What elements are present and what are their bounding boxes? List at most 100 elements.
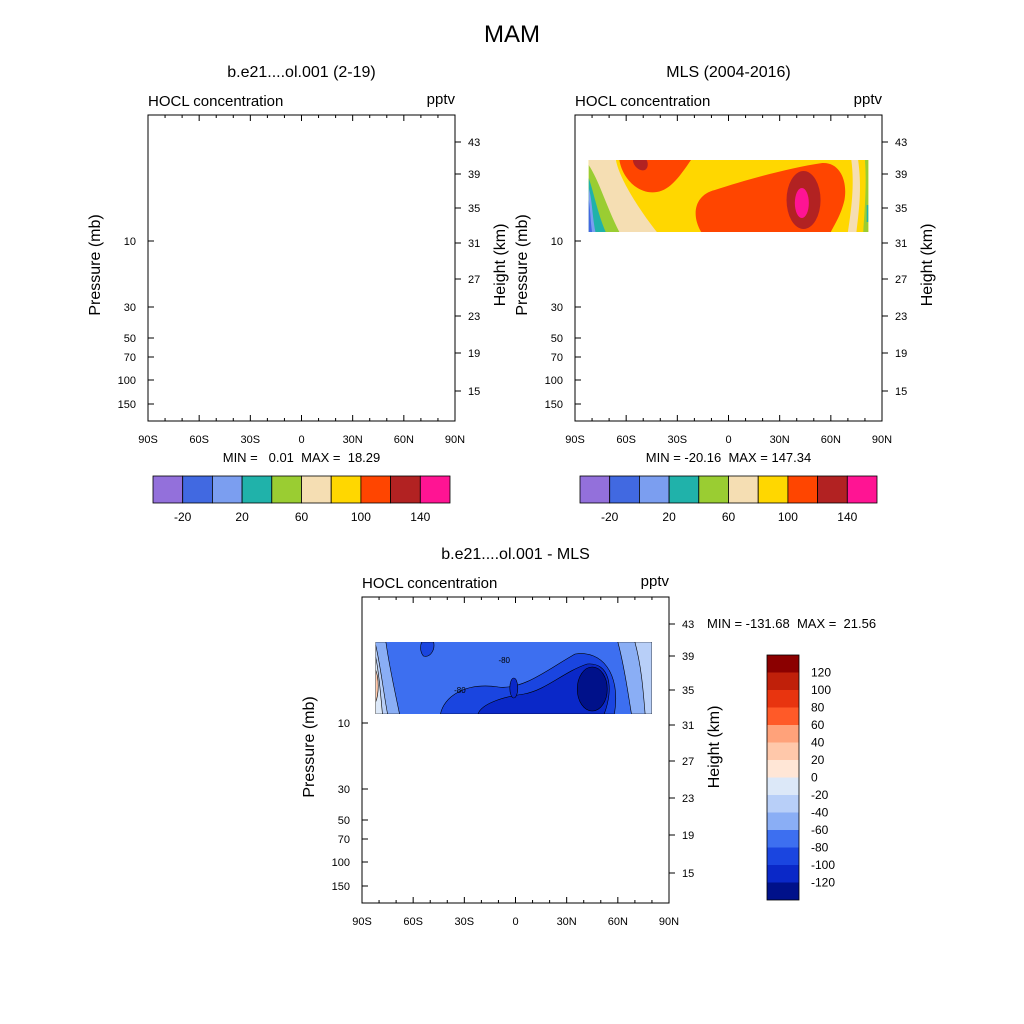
- height-tick-label: 27: [895, 274, 907, 286]
- colorbar-label: -20: [601, 510, 619, 524]
- colorbar-label: 20: [662, 510, 676, 524]
- colorbar-swatch: [152, 475, 184, 504]
- colorbar-swatch: [787, 475, 819, 504]
- pressure-tick-label: 10: [551, 236, 563, 248]
- colorbar-swatch: [639, 475, 670, 504]
- colorbar-swatch: [767, 865, 799, 883]
- height-tick-label: 43: [468, 137, 480, 149]
- height-tick-label: 19: [682, 830, 694, 842]
- pressure-tick-label: 30: [338, 784, 350, 796]
- pressure-tick-label: 50: [338, 815, 350, 827]
- contour-fill: [375, 669, 379, 703]
- colorbar-label: -80: [811, 841, 829, 855]
- contour-fill: [375, 656, 383, 714]
- contour-fill: [477, 663, 610, 714]
- height-tick-label: 35: [682, 685, 694, 697]
- x-tick-label: 30N: [557, 916, 577, 928]
- pressure-tick-label: 10: [124, 236, 136, 248]
- colorbar-label: -40: [811, 806, 829, 820]
- height-tick-label: 19: [468, 348, 480, 360]
- colorbar-swatch: [767, 830, 799, 848]
- plot-frame: [147, 114, 456, 422]
- units-label: pptv: [641, 573, 670, 590]
- colorbar-label: 80: [811, 701, 825, 715]
- pressure-tick-label: 100: [545, 375, 563, 387]
- panel-title: MLS (2004-2016): [666, 64, 791, 81]
- units-label: pptv: [854, 91, 883, 108]
- colorbar-frame: [766, 654, 800, 901]
- height-tick-label: 23: [468, 311, 480, 323]
- x-tick-label: 0: [298, 434, 304, 446]
- contour-fill: [420, 642, 435, 657]
- colorbar-label: -60: [811, 823, 829, 837]
- pressure-axis-label: Pressure (mb): [514, 214, 531, 315]
- variable-label: HOCL concentration: [575, 93, 710, 110]
- height-tick-label: 15: [682, 868, 694, 880]
- height-axis-label: Height (km): [706, 706, 723, 789]
- colorbar-swatch: [668, 475, 700, 504]
- colorbar-label: -20: [811, 788, 829, 802]
- x-tick-label: 60N: [821, 434, 841, 446]
- colorbar-label: 120: [811, 666, 831, 680]
- colorbar-label: 20: [235, 510, 249, 524]
- colorbar: -20 20 60 100 140: [152, 475, 451, 524]
- colorbar-swatch: [360, 475, 391, 504]
- x-tick-label: 0: [512, 916, 518, 928]
- contour-label: -80: [454, 686, 466, 695]
- pressure-tick-label: 30: [551, 302, 563, 314]
- contour-fill: [866, 205, 869, 222]
- colorbar-label: 60: [295, 510, 309, 524]
- colorbar-label: 100: [778, 510, 798, 524]
- units-label: pptv: [427, 91, 456, 108]
- colorbar-swatch: [698, 475, 729, 504]
- height-tick-label: 35: [468, 203, 480, 215]
- pressure-tick-label: 150: [118, 399, 136, 411]
- colorbar: 120 100 80 60 40 20 0 -20 -40 -60 -80 -100 -120: [766, 654, 835, 901]
- contour-fill: [588, 200, 593, 232]
- colorbar-label: 60: [722, 510, 736, 524]
- x-tick-label: 60N: [608, 916, 628, 928]
- height-tick-label: 43: [895, 137, 907, 149]
- variable-label: HOCL concentration: [148, 93, 283, 110]
- colorbar-swatch: [211, 475, 243, 504]
- pressure-tick-label: 70: [338, 834, 350, 846]
- colorbar-swatch: [330, 475, 362, 504]
- data-field: -80 -80: [375, 642, 652, 714]
- height-tick-label: 39: [895, 169, 907, 181]
- x-tick-label: 90S: [565, 434, 585, 446]
- height-tick-label: 15: [468, 386, 480, 398]
- min-max-stats: MIN = -20.16 MAX = 147.34: [646, 450, 811, 465]
- colorbar-swatch: [271, 475, 302, 504]
- colorbar-label: 140: [410, 510, 430, 524]
- height-tick-label: 43: [682, 619, 694, 631]
- colorbar-swatch: [767, 812, 799, 830]
- contour-fill: [634, 642, 652, 714]
- contour-fill: [509, 677, 519, 699]
- colorbar-swatch: [817, 475, 848, 504]
- pressure-tick-label: 10: [338, 718, 350, 730]
- min-max-stats: MIN = -131.68 MAX = 21.56: [707, 616, 876, 631]
- height-tick-label: 27: [682, 756, 694, 768]
- min-max-stats: MIN = 0.01 MAX = 18.29: [223, 450, 381, 465]
- pressure-tick-label: 70: [124, 352, 136, 364]
- x-tick-label: 90N: [659, 916, 679, 928]
- colorbar-label: 100: [811, 683, 831, 697]
- pressure-tick-label: 150: [545, 399, 563, 411]
- x-tick-label: 90S: [352, 916, 372, 928]
- colorbar-swatch: [767, 847, 799, 865]
- height-axis-label: Height (km): [492, 224, 509, 307]
- colorbar-swatch: [767, 655, 799, 673]
- colorbar-swatch: [390, 475, 421, 504]
- colorbar-label: 0: [811, 771, 818, 785]
- panel-difference: b.e21....ol.001 - MLS HOCL concentration p…: [301, 546, 876, 928]
- colorbar: -20 20 60 100 140: [579, 475, 878, 524]
- colorbar-label: 60: [811, 718, 825, 732]
- contour-fill: [794, 188, 809, 218]
- figure-title: MAM: [484, 21, 540, 48]
- x-tick-label: 30S: [241, 434, 261, 446]
- pressure-tick-label: 50: [124, 333, 136, 345]
- colorbar-swatch: [767, 795, 799, 813]
- colorbar-swatch: [767, 760, 799, 778]
- pressure-tick-label: 70: [551, 352, 563, 364]
